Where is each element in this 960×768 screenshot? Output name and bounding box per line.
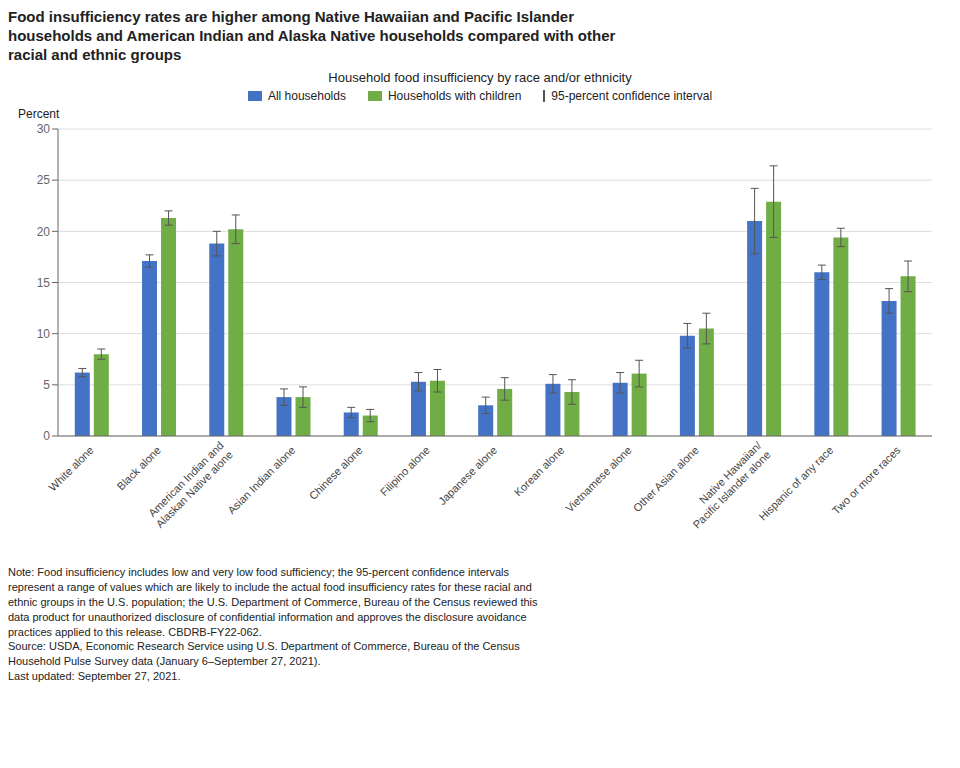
- svg-text:White alone: White alone: [46, 444, 96, 494]
- html-text:data product for unauthorized: data product for unauthorized disclosure…: [8, 610, 527, 623]
- html-text:represent a range of values wh: represent a range of values which are li…: [8, 581, 532, 594]
- svg-text:Hispanic of any race: Hispanic of any race: [756, 444, 835, 523]
- html-text:Household Pulse Survey data (J: Household Pulse Survey data (January 6–S…: [8, 655, 321, 668]
- svg-text:15: 15: [37, 276, 51, 290]
- html-text:Household food insufficiency b: Household food insufficiency by race and…: [328, 70, 632, 86]
- svg-text:Two or more races: Two or more races: [830, 444, 903, 517]
- html-text:practices applied to this rele: practices applied to this release. CBDRB…: [8, 625, 262, 638]
- svg-text:Other Asian alone: Other Asian alone: [631, 444, 701, 514]
- svg-text:25: 25: [37, 174, 51, 188]
- svg-text:Black alone: Black alone: [114, 444, 163, 493]
- html-text:Households with children: Households with children: [387, 89, 522, 104]
- html-text:households and American Indian: households and American Indian and Alask…: [8, 26, 616, 44]
- html-text:Note: Food insufficiency inclu: Note: Food insufficiency includes low an…: [8, 566, 509, 579]
- svg-text:Filipino alone: Filipino alone: [378, 444, 432, 498]
- svg-text:Chinese alone: Chinese alone: [307, 444, 365, 502]
- html-text:Pacific Islander alone: Pacific Islander alone: [690, 448, 773, 531]
- svg-text:Vietnamese alone: Vietnamese alone: [563, 444, 634, 515]
- svg-text:5: 5: [43, 378, 50, 392]
- svg-text:0: 0: [43, 430, 50, 444]
- svg-text:30: 30: [37, 123, 51, 137]
- svg-text:Japanese alone: Japanese alone: [436, 444, 499, 507]
- svg-text:20: 20: [37, 225, 51, 239]
- html-text:Source: USDA, Economic Researc: Source: USDA, Economic Research Service …: [8, 640, 520, 653]
- svg-text:Asian Indian alone: Asian Indian alone: [225, 444, 297, 516]
- html-text:95-percent confidence interval: 95-percent confidence interval: [551, 89, 713, 104]
- svg-text:American Indian andAlaskan Nat: American Indian andAlaskan Native alone: [144, 439, 235, 530]
- html-text:ethnic groups in the U.S. popu: ethnic groups in the U.S. population; th…: [8, 595, 538, 608]
- svg-text:Korean alone: Korean alone: [512, 444, 567, 499]
- html-text:Food insufficiency rates are h: Food insufficiency rates are higher amon…: [8, 8, 574, 25]
- html-text:racial and ethnic groups: racial and ethnic groups: [8, 45, 182, 63]
- html-text:All households: All households: [267, 89, 346, 104]
- svg-text:10: 10: [37, 327, 51, 341]
- html-text:Last updated: September 27, 20: Last updated: September 27, 2021.: [8, 670, 181, 683]
- html-text:Percent: Percent: [18, 107, 60, 122]
- html-text:Native Hawaiian/: Native Hawaiian/: [696, 439, 764, 507]
